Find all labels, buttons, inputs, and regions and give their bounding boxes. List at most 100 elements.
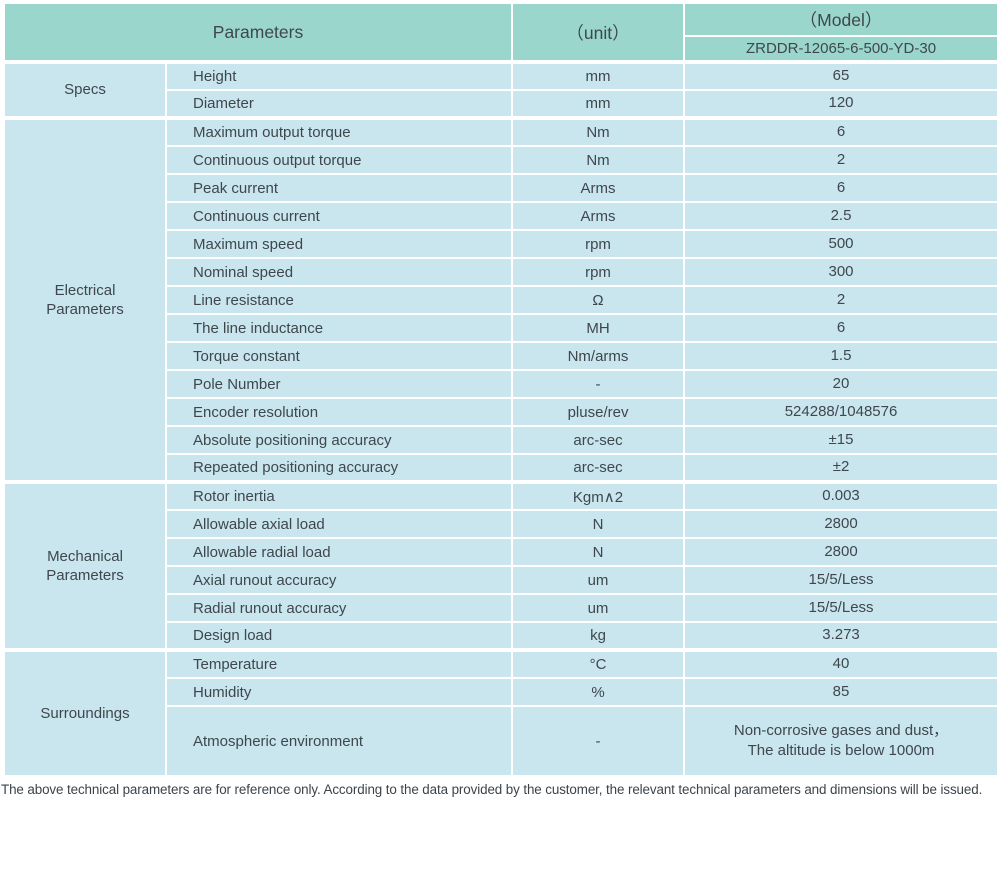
table-row: Line resistance Ω 2 — [4, 285, 1000, 315]
value-cell: 85 — [683, 677, 1000, 707]
spec-table-container: Parameters （unit） （Model） ZRDDR-12065-6-… — [2, 2, 1000, 777]
table-row: Continuous output torque Nm 2 — [4, 145, 1000, 175]
section-label: Mechanical Parameters — [3, 480, 167, 651]
section-label: Electrical Parameters — [3, 116, 167, 483]
unit-cell: Kgm∧2 — [511, 480, 686, 511]
value-cell: 1.5 — [683, 341, 1000, 371]
unit-cell: MH — [511, 313, 686, 343]
unit-cell: Arms — [511, 173, 686, 203]
table-row: Surroundings Temperature °C 40 — [3, 648, 1000, 777]
value-cell: ±2 — [683, 453, 1000, 483]
param-cell: Maximum output torque — [164, 116, 514, 147]
unit-cell: - — [511, 705, 686, 777]
param-cell: Nominal speed — [164, 257, 514, 287]
table-row: Pole Number -20 — [4, 369, 1000, 399]
value-cell: 2 — [683, 145, 1000, 175]
table-row: Mechanical Parameters Rotor inertia Kgm∧2 0… — [3, 480, 1000, 651]
model-number-cell: ZRDDR-12065-6-500-YD-30 — [683, 35, 1000, 63]
table-row: Axial runout accuracy um 15/5/Less — [4, 565, 1000, 595]
param-cell: Humidity — [164, 677, 514, 707]
param-cell: Absolute positioning accuracy — [164, 425, 514, 455]
param-cell: Encoder resolution — [164, 397, 514, 427]
table-row: Repeated positioning accuracy arc-sec ±2 — [4, 453, 1000, 483]
param-cell: Allowable radial load — [164, 537, 514, 567]
param-cell: Continuous current — [164, 201, 514, 231]
table-row: Specs Height mm 65 — [3, 60, 1000, 119]
param-cell: Maximum speed — [164, 229, 514, 259]
unit-cell: rpm — [511, 229, 686, 259]
value-cell: 15/5/Less — [683, 565, 1000, 595]
unit-cell: rpm — [511, 257, 686, 287]
table-row: Diameter mm 120 — [4, 89, 1000, 119]
param-cell: Repeated positioning accuracy — [164, 453, 514, 483]
table-row: Torque constant Nm/arms 1.5 — [4, 341, 1000, 371]
unit-cell: Arms — [511, 201, 686, 231]
value-cell: Non-corrosive gases and dust， The altitu… — [683, 705, 1000, 777]
unit-cell: um — [511, 593, 686, 623]
unit-cell: % — [511, 677, 686, 707]
param-cell: Height — [164, 60, 514, 91]
param-cell: Axial runout accuracy — [164, 565, 514, 595]
unit-cell: arc-sec — [511, 453, 686, 483]
param-cell: Atmospheric environment — [164, 705, 514, 777]
parameters-header-cell: Parameters — [2, 2, 514, 63]
param-cell: Torque constant — [164, 341, 514, 371]
param-cell: Radial runout accuracy — [164, 593, 514, 623]
unit-cell: mm — [511, 60, 686, 91]
unit-cell: arc-sec — [511, 425, 686, 455]
table-row: Electrical Parameters Maximum output torq… — [3, 116, 1000, 483]
table-row: Allowable axial load N 2800 — [4, 509, 1000, 539]
value-cell: ±15 — [683, 425, 1000, 455]
table-header: Parameters （unit） （Model） ZRDDR-12065-6-… — [2, 2, 1000, 63]
param-cell: Temperature — [164, 648, 514, 679]
unit-cell: °C — [511, 648, 686, 679]
header-row-1: Parameters （unit） （Model） — [2, 2, 1000, 63]
table-row: Maximum speed rpm 500 — [4, 229, 1000, 259]
section-label: Surroundings — [3, 648, 167, 777]
unit-cell: pluse/rev — [511, 397, 686, 427]
value-cell: 15/5/Less — [683, 593, 1000, 623]
unit-cell: um — [511, 565, 686, 595]
param-cell: Continuous output torque — [164, 145, 514, 175]
value-cell: 524288/1048576 — [683, 397, 1000, 427]
table-row: Allowable radial load N 2800 — [4, 537, 1000, 567]
param-cell: Pole Number — [164, 369, 514, 399]
parameters-table: Parameters （unit） （Model） ZRDDR-12065-6-… — [2, 2, 1000, 777]
table-row: Encoder resolution pluse/rev 524288/104857… — [4, 397, 1000, 427]
table-row: The line inductance MH 6 — [4, 313, 1000, 343]
table-body: Specs Height mm 65 Diameter mm 120 Electrical P… — [3, 60, 1000, 777]
table-row: Peak current Arms 6 — [4, 173, 1000, 203]
value-cell: 6 — [683, 116, 1000, 147]
model-header-cell: （Model） — [683, 2, 1000, 37]
table-row: Continuous current Arms 2.5 — [4, 201, 1000, 231]
unit-cell: Nm — [511, 116, 686, 147]
table-row: Nominal speed rpm 300 — [4, 257, 1000, 287]
unit-cell: N — [511, 509, 686, 539]
param-cell: Rotor inertia — [164, 480, 514, 511]
table-row: Atmospheric environment - Non-corrosive ga… — [4, 705, 1000, 777]
table-row: Humidity% 85 — [4, 677, 1000, 707]
param-cell: The line inductance — [164, 313, 514, 343]
table-row: Radial runout accuracy um 15/5/Less — [4, 593, 1000, 623]
unit-cell: Ω — [511, 285, 686, 315]
footer-disclaimer: The above technical parameters are for r… — [1, 782, 983, 797]
unit-cell: Nm — [511, 145, 686, 175]
param-cell: Peak current — [164, 173, 514, 203]
param-cell: Diameter — [164, 89, 514, 119]
value-cell: 2.5 — [683, 201, 1000, 231]
value-cell: 3.273 — [683, 621, 1000, 651]
unit-cell: Nm/arms — [511, 341, 686, 371]
value-cell: 120 — [683, 89, 1000, 119]
value-cell: 300 — [683, 257, 1000, 287]
unit-cell: N — [511, 537, 686, 567]
header-row-2: ZRDDR-12065-6-500-YD-30 — [4, 35, 1000, 63]
unit-cell: - — [511, 369, 686, 399]
value-cell: 0.003 — [683, 480, 1000, 511]
value-cell: 20 — [683, 369, 1000, 399]
value-cell: 6 — [683, 313, 1000, 343]
table-row: Design load kg 3.273 — [4, 621, 1000, 651]
value-cell: 2800 — [683, 537, 1000, 567]
value-cell: 2 — [683, 285, 1000, 315]
value-cell: 500 — [683, 229, 1000, 259]
value-cell: 65 — [683, 60, 1000, 91]
